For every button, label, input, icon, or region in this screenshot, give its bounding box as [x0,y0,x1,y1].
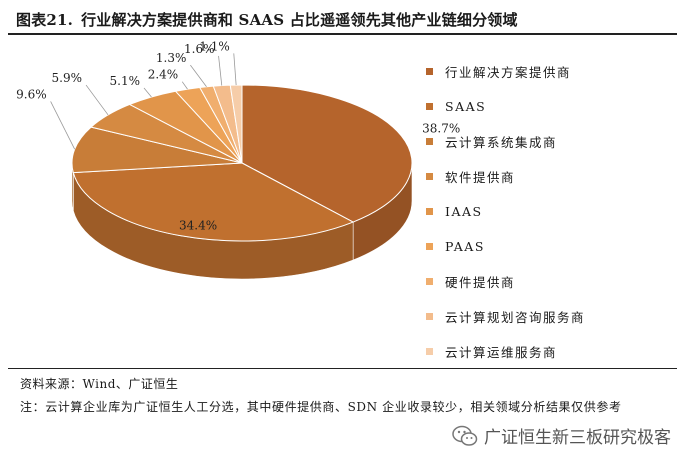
data-label-1: 34.4% [179,218,217,232]
legend-label-8: 云计算运维服务商 [445,345,558,360]
legend-item-4: IAAS [426,194,676,229]
legend-item-8: 云计算运维服务商 [426,334,676,369]
watermark-text: 广证恒生新三板研究极客 [484,428,671,448]
legend-swatch-3 [426,173,433,180]
slice-1 [72,162,355,242]
legend-item-7: 云计算规划咨询服务商 [426,299,676,334]
legend-item-5: PAAS [426,229,676,264]
legend-label-1: SAAS [445,99,487,114]
figure-title: 图表21. 行业解决方案提供商和 SAAS 占比遥遥领先其他产业链细分领域 [16,9,518,30]
legend-swatch-0 [426,68,433,75]
data-label-7: 1.6% [184,42,215,56]
leader-line-4 [143,87,152,98]
legend-item-3: 软件提供商 [426,159,676,194]
legend-label-3: 软件提供商 [445,170,516,185]
legend-swatch-5 [426,243,433,250]
data-label-2: 9.6% [16,87,47,101]
leader-line-5 [181,81,188,90]
legend-label-5: PAAS [445,239,485,254]
legend-label-7: 云计算规划咨询服务商 [445,310,586,325]
leader-line-6 [190,64,207,87]
figure-number: 图表21. [16,11,74,29]
data-label-0: 38.7% [422,121,460,135]
legend-item-6: 硬件提供商 [426,264,676,299]
legend-swatch-4 [426,208,433,215]
legend-label-2: 云计算系统集成商 [445,135,558,150]
data-label-4: 5.1% [110,74,141,88]
chart-legend: 行业解决方案提供商 SAAS 云计算系统集成商 软件提供商 IAAS PAAS 硬件提供商云… [426,54,676,369]
legend-swatch-2 [426,138,433,145]
watermark: 广证恒生新三板研究极客 [452,423,671,448]
leader-line-2 [50,101,76,150]
legend-item-1: SAAS [426,89,676,124]
leader-line-7 [218,55,223,86]
legend-item-2: 云计算系统集成商 [426,124,676,159]
legend-swatch-7 [426,313,433,320]
data-label-5: 2.4% [148,68,179,82]
leader-line-8 [233,53,237,86]
wechat-icon [452,425,478,446]
legend-label-0: 行业解决方案提供商 [445,65,572,80]
legend-swatch-1 [426,103,433,110]
slice-0 [241,84,413,223]
legend-swatch-8 [426,348,433,355]
top-rule [8,33,677,35]
figure-title-text: 行业解决方案提供商和 SAAS 占比遥遥领先其他产业链细分领域 [81,11,518,29]
source-text: 资料来源：Wind、广证恒生 [20,377,179,391]
legend-label-4: IAAS [445,204,483,219]
legend-label-6: 硬件提供商 [445,275,516,290]
data-label-6: 1.3% [156,51,187,65]
data-label-3: 5.9% [52,71,83,85]
leader-line-3 [85,84,109,116]
bottom-rule [8,368,677,369]
note-text: 注：云计算企业库为广证恒生人工分选，其中硬件提供商、SDN 企业收录较少，相关领… [20,400,622,414]
data-label-8: 1.1% [199,39,230,53]
legend-swatch-6 [426,278,433,285]
legend-item-0: 行业解决方案提供商 [426,54,676,89]
